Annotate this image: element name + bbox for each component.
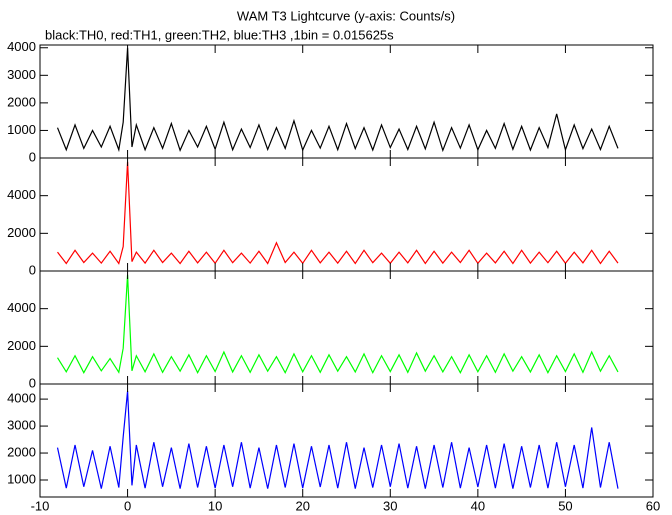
y-tick-label: 4000 (7, 39, 36, 54)
y-tick-label: 2000 (7, 225, 36, 240)
lightcurve (57, 274, 619, 375)
lightcurve (56, 47, 619, 153)
y-tick-label: 0 (29, 375, 36, 390)
chart-title: WAM T3 Lightcurve (y-axis: Counts/s) (237, 8, 455, 23)
chart-subtitle: black:TH0, red:TH1, green:TH2, blue:TH3 … (45, 27, 394, 42)
lightcurve (57, 161, 619, 265)
lightcurve (56, 390, 619, 489)
y-tick-label: 2000 (7, 444, 36, 459)
y-tick-label: 2000 (7, 338, 36, 353)
x-tick-label: 50 (558, 498, 572, 513)
y-tick-label: 1000 (7, 471, 36, 486)
y-tick-label: 2000 (7, 94, 36, 109)
panel-frame (39, 383, 654, 498)
x-tick-label: -10 (31, 498, 50, 513)
y-tick-label: 4000 (7, 391, 36, 406)
x-tick-label: 30 (383, 498, 397, 513)
y-tick-label: 3000 (7, 67, 36, 82)
y-tick-label: 4000 (7, 300, 36, 315)
x-tick-label: 20 (295, 498, 309, 513)
x-tick-label: 10 (208, 498, 222, 513)
x-tick-label: 40 (471, 498, 485, 513)
y-tick-label: 4000 (7, 187, 36, 202)
y-tick-label: 3000 (7, 418, 36, 433)
x-tick-label: 60 (646, 498, 660, 513)
y-tick-label: 0 (29, 149, 36, 164)
y-tick-label: 0 (29, 262, 36, 277)
x-tick-label: 0 (124, 498, 131, 513)
y-tick-label: 1000 (7, 122, 36, 137)
